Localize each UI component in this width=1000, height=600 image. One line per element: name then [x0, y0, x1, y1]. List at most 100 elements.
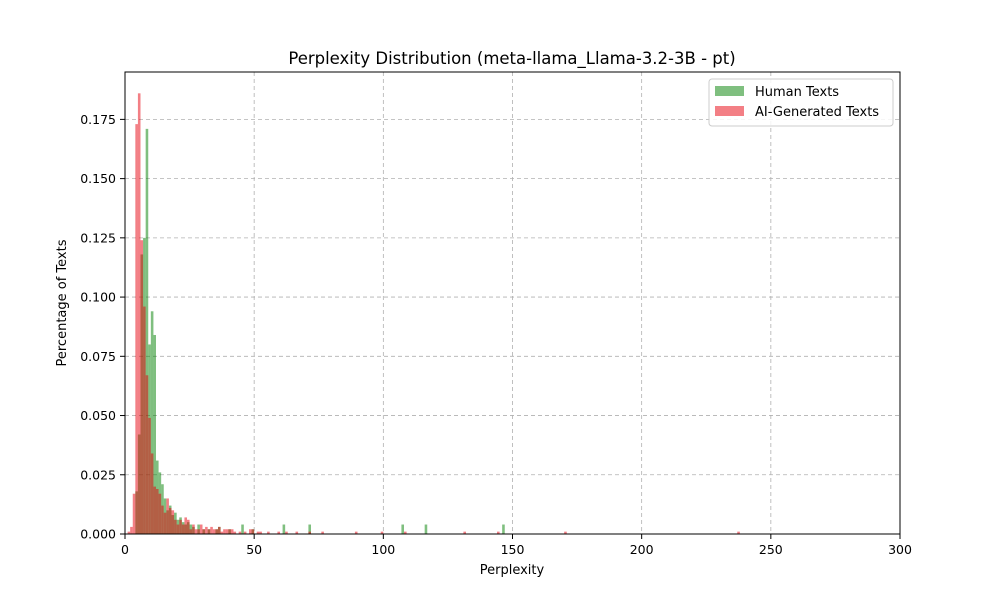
human-bar: [308, 524, 311, 534]
y-tick-label: 0.100: [80, 290, 116, 305]
ai-bar: [176, 524, 180, 534]
ai-bar: [171, 510, 175, 534]
human-bar: [241, 524, 244, 534]
human-bar: [282, 524, 286, 534]
series-ai-bars: [127, 93, 740, 535]
ai-bar: [174, 519, 177, 534]
ai-bar: [130, 526, 133, 534]
ai-bar: [161, 505, 164, 534]
ai-bar: [156, 488, 159, 534]
ai-bar: [218, 526, 221, 534]
ai-bar: [295, 531, 299, 534]
ai-bar: [145, 375, 149, 534]
ai-bar: [184, 517, 187, 534]
ai-bar: [238, 531, 242, 534]
ai-bar: [463, 531, 466, 534]
ai-bar: [737, 531, 740, 534]
x-axis-label: Perplexity: [480, 563, 545, 578]
ai-bar: [181, 524, 185, 534]
ai-bar: [497, 531, 500, 534]
ai-bar: [197, 529, 200, 534]
x-axis-ticks: 0 50 100 150 200 250 300: [121, 534, 912, 557]
ai-bar: [150, 453, 154, 534]
ai-bar: [127, 531, 131, 534]
ai-bar: [380, 531, 384, 534]
ai-bar: [153, 486, 156, 534]
ai-bar: [230, 529, 234, 534]
ai-bar: [223, 529, 226, 534]
x-tick-label: 200: [630, 542, 654, 557]
y-axis-label: Percentage of Texts: [55, 239, 70, 366]
y-tick-label: 0.050: [80, 408, 116, 423]
ai-bar: [243, 531, 247, 534]
ai-bar: [205, 526, 208, 534]
y-tick-label: 0.000: [80, 527, 116, 542]
ai-bar: [168, 507, 172, 534]
ai-bar: [140, 240, 144, 534]
ai-bar: [179, 519, 182, 534]
ai-bar: [135, 124, 138, 534]
ai-bar: [220, 531, 224, 534]
legend-swatch-ai: [715, 106, 744, 116]
ai-bar: [132, 493, 136, 534]
ai-bar: [212, 529, 216, 534]
ai-bar: [192, 524, 195, 534]
ai-bar: [189, 529, 193, 534]
y-axis-ticks: 0.000 0.025 0.050 0.075 0.100 0.125 0.150 0.175: [80, 112, 125, 542]
ai-bar: [267, 531, 270, 534]
x-tick-label: 50: [246, 542, 262, 557]
y-tick-label: 0.025: [80, 467, 116, 482]
legend-swatch-human: [715, 86, 744, 96]
ai-bar: [251, 529, 255, 534]
ai-bar: [199, 524, 203, 534]
ai-bar: [187, 519, 190, 534]
x-tick-label: 0: [121, 542, 129, 557]
legend-label-ai: AI-Generated Texts: [755, 105, 879, 120]
ai-bar: [249, 529, 252, 534]
human-bar: [401, 524, 404, 534]
ai-bar: [233, 531, 237, 534]
ai-bar: [308, 531, 311, 534]
ai-bar: [225, 529, 229, 534]
legend-box: [708, 78, 894, 127]
chart-title: Perplexity Distribution (meta-llama_Llam…: [288, 49, 735, 69]
ai-bar: [285, 531, 288, 534]
human-bar: [145, 128, 149, 534]
ai-bar: [228, 529, 231, 534]
ai-bar: [321, 531, 324, 534]
ai-bar: [143, 306, 146, 534]
ai-bar: [210, 526, 213, 534]
ai-bar: [158, 493, 162, 534]
legend: Human Texts AI-Generated Texts: [708, 78, 894, 127]
legend-label-human: Human Texts: [755, 85, 839, 100]
ai-bar: [404, 531, 407, 534]
y-tick-label: 0.075: [80, 349, 116, 364]
human-bar: [424, 524, 428, 534]
x-tick-label: 100: [371, 542, 395, 557]
x-tick-label: 300: [888, 542, 912, 557]
ai-bar: [207, 529, 211, 534]
ai-bar: [277, 531, 280, 534]
ai-bar: [256, 531, 260, 534]
ai-bar: [202, 529, 206, 534]
human-bar: [502, 524, 505, 534]
y-tick-label: 0.175: [80, 112, 116, 127]
y-tick-label: 0.125: [80, 230, 116, 245]
ai-bar: [564, 531, 567, 534]
human-bar: [150, 311, 154, 534]
grid-lines: [125, 72, 900, 534]
x-tick-label: 150: [501, 542, 525, 557]
ai-bar: [259, 531, 262, 534]
x-tick-label: 250: [759, 542, 783, 557]
ai-bar: [148, 417, 151, 534]
ai-bar: [137, 93, 141, 535]
ai-bar: [215, 529, 218, 534]
ai-bar: [166, 498, 169, 534]
plot-bars: [127, 93, 740, 535]
y-tick-label: 0.150: [80, 171, 116, 186]
ai-bar: [194, 529, 198, 534]
ai-bar: [354, 531, 358, 534]
ai-bar: [163, 512, 167, 534]
human-bar: [153, 334, 156, 534]
